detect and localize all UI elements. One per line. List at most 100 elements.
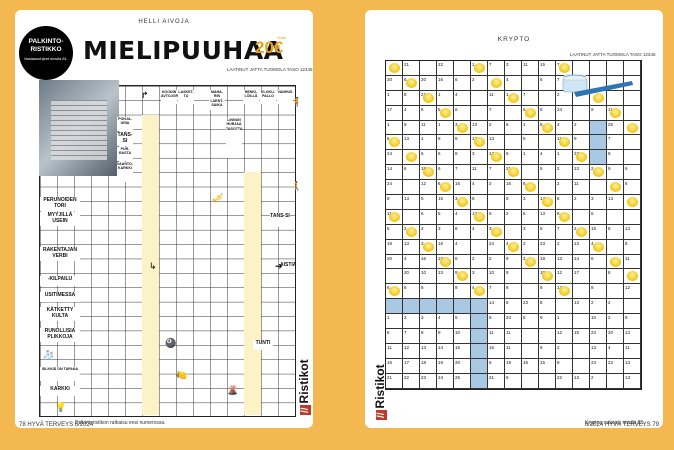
krypto-cell[interactable] [624, 120, 641, 136]
krypto-cell[interactable]: 11 [607, 105, 624, 121]
krypto-cell[interactable]: 11 [505, 343, 522, 359]
krypto-cell[interactable]: 15 [573, 329, 590, 344]
krypto-cell[interactable]: 17 [573, 269, 590, 285]
krypto-cell[interactable]: 13 [624, 329, 641, 344]
krypto-cell[interactable]: 8 [420, 329, 437, 344]
krypto-cell[interactable]: 6 [437, 165, 454, 181]
krypto-cell[interactable]: 15 [454, 343, 471, 359]
krypto-cell[interactable]: 12 [471, 135, 488, 151]
krypto-cell[interactable] [607, 90, 624, 106]
krypto-cell[interactable] [624, 299, 641, 315]
krypto-cell[interactable]: 4 [505, 75, 522, 91]
krypto-cell[interactable]: 2 [488, 120, 505, 136]
krypto-cell[interactable]: 20 [454, 358, 471, 374]
krypto-cell[interactable]: 11 [420, 120, 437, 136]
krypto-cell[interactable]: 13 [420, 343, 437, 359]
krypto-cell[interactable]: 2 [403, 224, 420, 240]
krypto-cell[interactable]: 3 [471, 269, 488, 285]
krypto-cell[interactable]: 1 [471, 61, 488, 76]
krypto-cell[interactable]: 3 [522, 195, 539, 210]
krypto-cell[interactable]: 14 [437, 343, 454, 359]
krypto-cell[interactable]: 8 [420, 105, 437, 121]
krypto-cell[interactable]: 8 [556, 358, 573, 374]
krypto-cell[interactable]: 15 [539, 61, 556, 76]
krypto-grid[interactable]: 21 22 1 7 3 11 15 7 20 6 20 16 6 2 4 6 7 1 8 21 1 4 11 1 7 2 17 4 8 5… [385, 60, 642, 390]
krypto-cell[interactable] [607, 373, 624, 389]
krypto-cell[interactable]: 6 [454, 75, 471, 91]
krypto-cell[interactable] [522, 284, 539, 300]
krypto-cell[interactable]: 7 [488, 61, 505, 76]
krypto-cell[interactable] [573, 209, 590, 225]
krypto-cell[interactable]: 4 [454, 209, 471, 225]
krypto-cell[interactable]: 19 [437, 358, 454, 374]
krypto-cell[interactable] [539, 373, 556, 389]
krypto-cell[interactable]: 24 [386, 150, 403, 166]
krypto-cell[interactable]: 12 [420, 180, 437, 196]
krypto-cell[interactable]: 2 [471, 254, 488, 270]
krypto-cell[interactable]: 12 [403, 343, 420, 359]
krypto-cell[interactable]: 21 [403, 61, 420, 76]
krypto-cell[interactable]: 12 [624, 284, 641, 300]
krypto-cell[interactable] [505, 224, 522, 240]
krypto-cell[interactable]: 13 [624, 373, 641, 389]
krypto-cell[interactable] [522, 329, 539, 344]
krypto-cell[interactable]: 8 [403, 90, 420, 106]
krypto-cell[interactable] [437, 299, 454, 315]
krypto-cell[interactable]: 24 [505, 314, 522, 330]
krypto-cell[interactable]: 25 [607, 120, 624, 136]
krypto-cell[interactable]: 4 [403, 254, 420, 270]
krypto-cell[interactable]: 9 [454, 269, 471, 285]
krypto-cell[interactable] [590, 180, 607, 196]
krypto-cell[interactable] [624, 90, 641, 106]
krypto-cell[interactable]: 23 [522, 299, 539, 315]
krypto-cell[interactable]: 6 [454, 105, 471, 121]
krypto-cell[interactable]: 7 [488, 105, 505, 121]
krypto-cell[interactable]: 2 [488, 180, 505, 196]
krypto-cell[interactable]: 11 [573, 180, 590, 196]
krypto-cell[interactable]: 22 [556, 373, 573, 389]
krypto-cell[interactable]: 20 [386, 254, 403, 270]
krypto-cell[interactable]: 11 [488, 329, 505, 344]
krypto-cell[interactable]: 3 [590, 195, 607, 210]
krypto-cell[interactable]: 2 [471, 75, 488, 91]
krypto-cell[interactable]: 7 [454, 165, 471, 181]
krypto-cell[interactable] [454, 61, 471, 76]
krypto-cell[interactable]: 9 [437, 329, 454, 344]
krypto-cell[interactable]: 1 [437, 120, 454, 136]
krypto-cell[interactable]: 13 [573, 239, 590, 255]
krypto-cell[interactable] [539, 180, 556, 196]
krypto-cell[interactable]: 5 [437, 105, 454, 121]
krypto-cell[interactable]: 11 [488, 90, 505, 106]
krypto-cell[interactable]: 1 [437, 90, 454, 106]
krypto-cell[interactable]: 8 [607, 269, 624, 285]
krypto-cell[interactable]: 8 [590, 284, 607, 300]
krypto-cell[interactable]: 8 [471, 195, 488, 210]
krypto-cell[interactable]: 6 [386, 329, 403, 344]
krypto-cell[interactable]: 25 [454, 373, 471, 389]
krypto-cell[interactable]: 13 [488, 150, 505, 166]
krypto-cell[interactable]: 2 [573, 224, 590, 240]
krypto-cell[interactable]: 4 [505, 239, 522, 255]
krypto-cell[interactable] [454, 299, 471, 315]
krypto-cell[interactable]: 2 [556, 343, 573, 359]
krypto-cell[interactable]: 2 [556, 180, 573, 196]
krypto-cell[interactable]: 15 [437, 195, 454, 210]
krypto-cell[interactable]: 15 [590, 224, 607, 240]
krypto-cell[interactable]: 6 [539, 343, 556, 359]
krypto-cell[interactable] [624, 150, 641, 166]
krypto-cell[interactable]: 11 [624, 343, 641, 359]
krypto-cell[interactable]: 8 [539, 120, 556, 136]
krypto-cell[interactable]: 6 [624, 180, 641, 196]
krypto-cell[interactable] [590, 61, 607, 76]
krypto-cell[interactable]: 18 [539, 254, 556, 270]
krypto-cell[interactable]: 3 [505, 61, 522, 76]
krypto-cell[interactable] [624, 105, 641, 121]
krypto-cell[interactable]: 20 [386, 75, 403, 91]
krypto-cell[interactable]: 16 [437, 239, 454, 255]
krypto-cell[interactable]: 6 [505, 373, 522, 389]
krypto-cell[interactable]: 2 [556, 90, 573, 106]
krypto-cell[interactable] [539, 329, 556, 344]
krypto-cell[interactable]: 4 [539, 150, 556, 166]
krypto-cell[interactable]: 5 [437, 209, 454, 225]
krypto-cell[interactable] [590, 150, 607, 166]
